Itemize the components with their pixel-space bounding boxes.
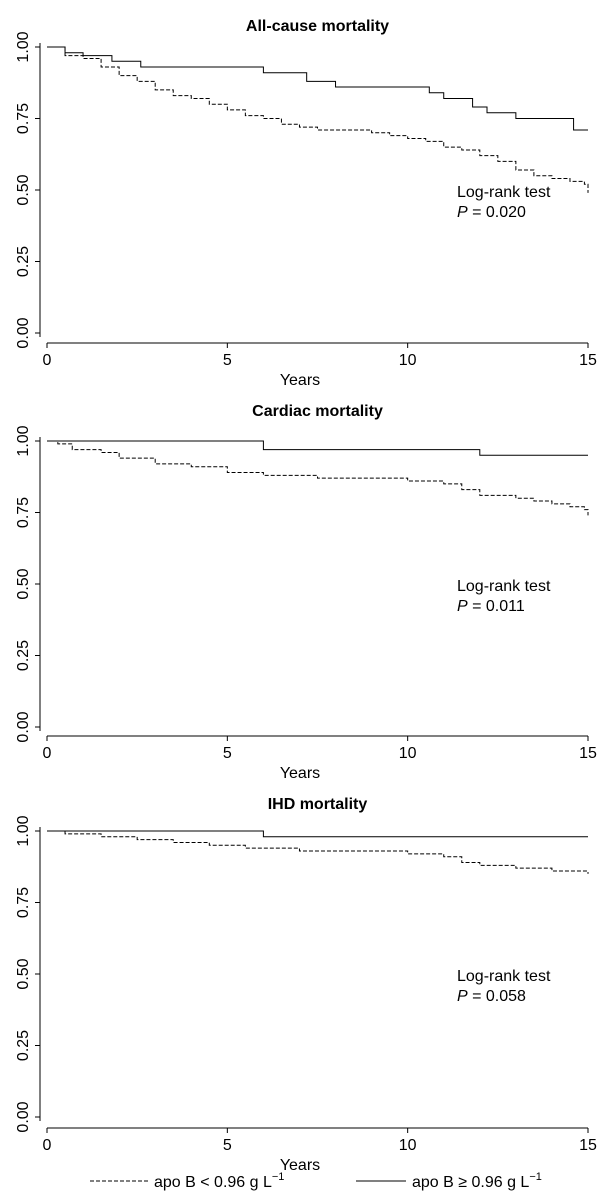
y-tick-label: 0.50 (15, 568, 32, 599)
y-tick-label: 0.00 (15, 317, 32, 348)
y-tick-label: 1.00 (15, 815, 32, 846)
series-solid-line (47, 830, 588, 838)
y-tick-label: 0.25 (15, 1030, 32, 1061)
chart-panel-2: Cardiac mortality 0.00 0.25 0.50 0.75 1.00 0 5 1… (15, 403, 597, 782)
y-tick-label: 0.25 (15, 246, 32, 277)
p-value-annotation: P = 0.011 (457, 598, 525, 615)
legend-label-above: apo B ≥ 0.96 g L−1 (412, 1171, 542, 1191)
x-tick-label: 10 (399, 352, 417, 369)
x-axis-label: Years (280, 765, 320, 782)
y-tick-label: 0.75 (15, 497, 32, 528)
chart-title: Cardiac mortality (252, 403, 383, 420)
logrank-annotation: Log-rank test (457, 968, 551, 985)
x-tick-label: 15 (579, 1137, 597, 1154)
x-tick-label: 5 (223, 352, 232, 369)
chart-panel-3: IHD mortality 0.00 0.25 0.50 0.75 1.00 0 5 10 15 Y… (15, 796, 597, 1174)
series-solid-line (47, 440, 588, 456)
y-tick-label: 1.00 (15, 31, 32, 62)
legend-label-below: apo B < 0.96 g L−1 (154, 1171, 284, 1191)
x-tick-label: 0 (43, 745, 52, 762)
x-tick-label: 15 (579, 745, 597, 762)
chart-panel-1: All-cause mortality 0.00 0.25 0.50 0.75 1.00 0… (15, 18, 597, 389)
x-tick-label: 0 (43, 1137, 52, 1154)
x-tick-label: 10 (399, 745, 417, 762)
chart-title: All-cause mortality (246, 18, 389, 35)
y-tick-label: 0.75 (15, 103, 32, 134)
series-dashed-line (47, 830, 589, 874)
series-solid-line (47, 46, 588, 131)
logrank-annotation: Log-rank test (457, 184, 551, 201)
x-tick-label: 10 (399, 1137, 417, 1154)
x-tick-label: 15 (579, 352, 597, 369)
p-value-annotation: P = 0.020 (457, 204, 526, 221)
x-axis-label: Years (280, 1157, 320, 1174)
p-value-annotation: P = 0.058 (457, 988, 526, 1005)
x-tick-label: 0 (43, 352, 52, 369)
y-tick-label: 0.75 (15, 887, 32, 918)
y-tick-label: 0.50 (15, 174, 32, 205)
x-axis-label: Years (280, 372, 320, 389)
x-tick-label: 5 (223, 745, 232, 762)
y-tick-label: 1.00 (15, 425, 32, 456)
series-dashed-line (47, 440, 589, 516)
y-tick-label: 0.25 (15, 640, 32, 671)
y-tick-label: 0.00 (15, 711, 32, 742)
y-tick-label: 0.00 (15, 1101, 32, 1132)
x-tick-label: 5 (223, 1137, 232, 1154)
series-dashed-line (47, 46, 589, 193)
chart-title: IHD mortality (268, 796, 368, 813)
y-tick-label: 0.50 (15, 958, 32, 989)
legend: apo B < 0.96 g L−1 apo B ≥ 0.96 g L−1 (90, 1171, 542, 1191)
logrank-annotation: Log-rank test (457, 578, 551, 595)
